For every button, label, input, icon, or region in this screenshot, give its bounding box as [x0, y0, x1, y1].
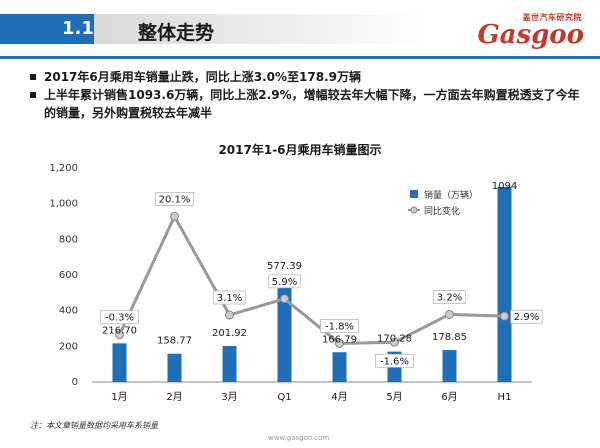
percent-label-box	[268, 274, 301, 289]
x-tick-label: 1月	[111, 391, 127, 403]
x-tick-label: Q1	[277, 392, 291, 403]
percent-label: 3.1%	[217, 293, 242, 304]
percent-label: -1.6%	[380, 356, 409, 367]
bullet-item: 2017年6月乘用车销量止跌，同比上涨3.0%至178.9万辆	[28, 68, 588, 86]
x-tick-label: 2月	[166, 391, 182, 403]
percent-label-box	[100, 310, 139, 325]
bar-value-label: 1094	[492, 181, 517, 192]
bullet-list: 2017年6月乘用车销量止跌，同比上涨3.0%至178.9万辆 上半年累计销售1…	[28, 68, 588, 122]
bar	[112, 343, 127, 382]
logo-cn-text: 盖世汽车研究院	[522, 13, 582, 22]
y-tick-label: 1,000	[49, 199, 78, 210]
bar	[497, 186, 512, 382]
x-tick-label: 5月	[386, 391, 402, 403]
chart-title: 2017年1-6月乘用车销量图示	[218, 142, 381, 157]
bar-value-label: 166.79	[322, 334, 357, 345]
legend-line-marker	[410, 206, 418, 214]
legend-line-label: 同比变化	[424, 205, 460, 217]
bar-value-label: 216.70	[102, 325, 137, 336]
trend-marker	[335, 338, 344, 348]
percent-label: -0.3%	[105, 313, 134, 324]
trend-line	[118, 213, 505, 345]
sales-chart: 2017年1-6月乘用车销量图示 0 200 400 600 800 1,000 1,200 2…	[49, 142, 543, 403]
bar-value-label: 201.92	[212, 328, 247, 339]
x-tick-label: 3月	[221, 391, 237, 403]
percent-label: -1.8%	[325, 321, 354, 332]
y-tick-label: 1,200	[49, 163, 78, 174]
percent-label-box	[510, 309, 543, 324]
legend-bar-swatch	[410, 190, 418, 198]
y-tick-label: 400	[59, 306, 78, 317]
percent-label: 20.1%	[159, 194, 191, 205]
bar-value-label: 577.39	[267, 261, 302, 272]
site-url: www.gasgoo.com	[268, 434, 330, 442]
gasgoo-logo: 盖世汽车研究院 Gasgoo	[470, 12, 590, 50]
y-tick-label: 0	[72, 377, 78, 388]
percent-label: 2.9%	[514, 312, 539, 323]
percent-label-box	[213, 290, 246, 305]
bar	[442, 350, 457, 382]
bar-value-label: 178.85	[432, 332, 467, 343]
trend-marker	[500, 311, 509, 321]
bar	[167, 353, 182, 382]
percent-label: 5.9%	[272, 277, 297, 288]
percent-label-box	[433, 290, 466, 304]
section-title-bar	[94, 14, 424, 44]
bar	[277, 279, 292, 382]
bullet-item: 上半年累计销售1093.6万辆，同比上涨2.9%，增幅较去年大幅下降，一方面去年…	[28, 86, 588, 122]
bar	[222, 345, 237, 382]
trend-marker	[170, 211, 179, 221]
bar-value-label: 158.77	[157, 336, 192, 347]
x-tick-label: H1	[498, 392, 512, 403]
logo-en-text: Gasgoo	[477, 20, 584, 50]
bar	[332, 352, 347, 382]
section-number: 1.1	[62, 18, 94, 39]
y-tick-label: 200	[59, 341, 78, 352]
x-tick-label: 4月	[331, 391, 347, 403]
bar-value-label: 170.28	[377, 334, 412, 345]
percent-label-box	[320, 319, 359, 333]
x-tick-label: 6月	[441, 391, 457, 403]
section-title: 整体走势	[138, 22, 215, 44]
trend-marker	[390, 337, 399, 347]
legend-bar-label: 销量（万辆）	[424, 189, 478, 201]
trend-marker	[115, 330, 124, 340]
trend-marker	[445, 309, 454, 319]
header-divider	[0, 56, 600, 59]
trend-marker	[280, 294, 289, 304]
trend-marker	[225, 310, 234, 320]
percent-label-box	[375, 353, 414, 368]
percent-label-box	[155, 192, 194, 206]
header: 1.1 整体走势 盖世汽车研究院 Gasgoo	[0, 0, 600, 59]
percent-label: 3.2%	[437, 292, 462, 303]
footnote: 注：本文章销量数据均采用车系销量	[30, 421, 158, 430]
section-number-bar	[0, 14, 94, 44]
y-tick-label: 600	[59, 270, 78, 281]
y-tick-label: 800	[59, 234, 78, 245]
